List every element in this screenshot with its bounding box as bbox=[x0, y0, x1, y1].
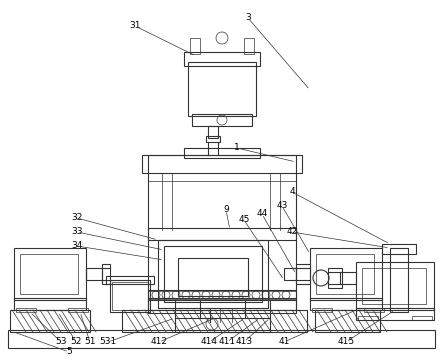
Bar bbox=[148, 298, 296, 310]
Bar bbox=[175, 318, 270, 332]
Bar bbox=[86, 268, 102, 280]
Bar bbox=[148, 155, 296, 313]
Bar bbox=[106, 276, 154, 284]
Bar bbox=[244, 38, 254, 54]
Text: 43: 43 bbox=[276, 202, 288, 211]
Text: 5: 5 bbox=[66, 347, 72, 356]
Bar bbox=[20, 254, 78, 294]
Bar bbox=[358, 316, 378, 320]
Bar bbox=[362, 268, 426, 304]
Bar bbox=[316, 254, 374, 294]
Text: 9: 9 bbox=[223, 206, 229, 215]
Text: 531: 531 bbox=[99, 338, 117, 346]
Bar bbox=[14, 248, 86, 300]
Text: 33: 33 bbox=[71, 228, 83, 237]
Text: 53: 53 bbox=[55, 338, 67, 346]
Bar bbox=[188, 62, 256, 116]
Bar bbox=[382, 244, 416, 254]
Bar bbox=[190, 38, 200, 54]
Bar bbox=[356, 262, 434, 310]
Text: 413: 413 bbox=[235, 338, 253, 346]
Bar bbox=[10, 310, 90, 332]
Bar bbox=[315, 310, 380, 332]
Bar bbox=[184, 52, 260, 66]
Bar bbox=[102, 264, 110, 284]
Bar bbox=[328, 268, 342, 288]
Text: 411: 411 bbox=[218, 338, 236, 346]
Bar bbox=[356, 308, 434, 320]
Bar bbox=[164, 246, 262, 302]
Bar bbox=[390, 248, 408, 312]
Text: 52: 52 bbox=[70, 338, 82, 346]
Bar bbox=[148, 173, 296, 181]
Bar bbox=[14, 298, 86, 310]
Text: 1: 1 bbox=[234, 144, 240, 153]
Bar bbox=[142, 155, 302, 173]
Bar bbox=[296, 264, 310, 284]
Text: 51: 51 bbox=[84, 338, 96, 346]
Bar bbox=[158, 240, 268, 308]
Text: 4: 4 bbox=[289, 188, 295, 197]
Text: 42: 42 bbox=[286, 228, 298, 237]
Bar bbox=[364, 308, 384, 312]
Text: 414: 414 bbox=[201, 338, 218, 346]
Bar bbox=[340, 272, 356, 284]
Bar bbox=[68, 308, 88, 312]
Text: 34: 34 bbox=[71, 242, 83, 251]
Bar bbox=[312, 308, 332, 312]
Bar bbox=[184, 148, 260, 158]
Text: 44: 44 bbox=[256, 210, 268, 219]
Bar bbox=[310, 298, 382, 310]
Bar bbox=[208, 126, 218, 138]
Bar bbox=[206, 136, 220, 142]
Bar bbox=[178, 258, 248, 296]
Text: 412: 412 bbox=[151, 338, 167, 346]
Bar bbox=[16, 308, 36, 312]
Bar bbox=[122, 310, 307, 332]
Text: 415: 415 bbox=[338, 338, 354, 346]
Bar bbox=[148, 290, 296, 300]
Text: 3: 3 bbox=[245, 13, 251, 22]
Bar bbox=[412, 316, 432, 320]
Bar bbox=[8, 330, 435, 348]
Bar bbox=[110, 280, 150, 312]
Bar bbox=[310, 248, 382, 300]
Text: 31: 31 bbox=[129, 22, 141, 31]
Bar bbox=[284, 268, 296, 280]
Text: 45: 45 bbox=[238, 216, 250, 225]
Text: 41: 41 bbox=[278, 338, 290, 346]
Bar bbox=[112, 282, 148, 310]
Text: 32: 32 bbox=[71, 213, 83, 222]
Bar bbox=[148, 228, 296, 240]
Bar bbox=[192, 114, 252, 126]
